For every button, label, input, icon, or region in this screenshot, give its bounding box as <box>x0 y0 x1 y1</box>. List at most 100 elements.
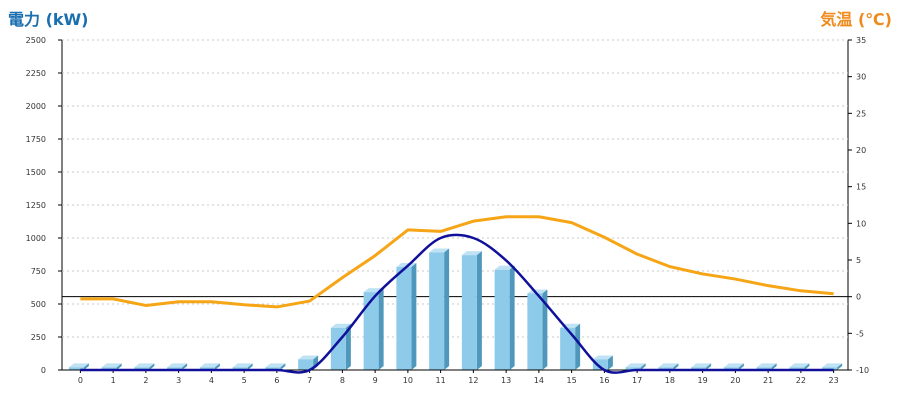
y-left-tick-label: 1750 <box>26 135 46 144</box>
bar-side <box>542 289 548 370</box>
bar-front <box>592 359 608 370</box>
bar-side <box>706 363 712 370</box>
bar-top <box>265 363 286 368</box>
bar-front <box>429 252 445 370</box>
bar-top <box>756 363 777 368</box>
bar-front <box>691 367 707 370</box>
bar <box>494 265 515 370</box>
bar-front <box>756 367 772 370</box>
bar-side <box>837 363 843 370</box>
bar-front <box>199 367 215 370</box>
x-tick-label: 10 <box>403 376 413 385</box>
bar-top <box>134 363 155 368</box>
x-tick-label: 16 <box>599 376 609 385</box>
y-left-tick-label: 2000 <box>26 102 46 111</box>
x-tick-label: 9 <box>373 376 378 385</box>
bar-side <box>444 248 450 370</box>
x-tick-label: 14 <box>534 376 544 385</box>
y-right-tick-label: 10 <box>856 219 866 228</box>
bar-top <box>330 323 351 328</box>
bar-top <box>461 251 482 256</box>
bar-top <box>298 355 319 360</box>
x-tick-label: 8 <box>340 376 345 385</box>
y-right-tick-label: 0 <box>856 293 861 302</box>
bar-front <box>461 255 477 370</box>
y-right-tick-label: 15 <box>856 183 866 192</box>
y-left-tick-label: 1000 <box>26 234 46 243</box>
x-tick-label: 6 <box>274 376 279 385</box>
bar-front <box>625 367 641 370</box>
y-left-tick-label: 2250 <box>26 69 46 78</box>
bar-front <box>527 293 543 370</box>
bar-front <box>723 367 739 370</box>
bar-front <box>363 292 379 370</box>
x-tick-label: 19 <box>698 376 708 385</box>
bar-front <box>68 367 84 370</box>
y-left-tick-label: 250 <box>31 333 46 342</box>
x-tick-label: 7 <box>307 376 312 385</box>
bar-front <box>822 367 838 370</box>
bar-side <box>116 363 122 370</box>
bar-side <box>83 363 89 370</box>
bar <box>396 263 417 370</box>
bar <box>265 363 286 370</box>
x-tick-label: 21 <box>763 376 773 385</box>
y-right-tick-label: 30 <box>856 73 866 82</box>
x-tick-label: 18 <box>665 376 675 385</box>
power-curve-line <box>80 233 834 374</box>
bar-side <box>378 288 384 370</box>
bar-top <box>723 363 744 368</box>
bar <box>658 363 679 370</box>
bar-side <box>640 363 646 370</box>
bar-top <box>494 265 515 270</box>
bar-front <box>396 267 412 370</box>
bar <box>789 363 810 370</box>
x-tick-label: 13 <box>501 376 511 385</box>
x-tick-label: 11 <box>436 376 446 385</box>
x-tick-label: 1 <box>111 376 116 385</box>
bar-top <box>167 363 188 368</box>
bar <box>822 363 843 370</box>
bar-side <box>214 363 220 370</box>
bar <box>363 288 384 370</box>
y-right-tick-label: 25 <box>856 109 866 118</box>
y-right-tick-label: -10 <box>856 366 869 375</box>
bar-top <box>625 363 646 368</box>
y-axis-right-title: 気温 (℃) <box>820 10 892 29</box>
bar-top <box>592 355 613 360</box>
bar-top <box>232 363 253 368</box>
x-tick-label: 22 <box>796 376 806 385</box>
bar <box>101 363 122 370</box>
y-right-tick-label: 5 <box>856 256 861 265</box>
x-tick-label: 5 <box>242 376 247 385</box>
bar-side <box>738 363 744 370</box>
bar-top <box>68 363 89 368</box>
bar-top <box>199 363 220 368</box>
y-left-tick-label: 500 <box>31 300 46 309</box>
x-tick-label: 3 <box>176 376 181 385</box>
bar-side <box>673 363 679 370</box>
bar-side <box>149 363 155 370</box>
bar-top <box>822 363 843 368</box>
bar-top <box>429 248 450 253</box>
y-left-tick-label: 750 <box>31 267 46 276</box>
bar <box>68 363 89 370</box>
bar-front <box>232 367 248 370</box>
x-tick-label: 4 <box>209 376 214 385</box>
bar <box>461 251 482 370</box>
bar-front <box>167 367 183 370</box>
bar-side <box>607 355 613 370</box>
y-right-tick-label: -5 <box>856 329 864 338</box>
bar-front <box>134 367 150 370</box>
bar-front <box>494 269 510 370</box>
bar <box>232 363 253 370</box>
y-left-tick-label: 1500 <box>26 168 46 177</box>
y-left-tick-label: 2500 <box>26 36 46 45</box>
bar-side <box>345 323 351 370</box>
bar <box>199 363 220 370</box>
temperature-line <box>80 215 834 309</box>
x-tick-label: 2 <box>143 376 148 385</box>
bar-front <box>658 367 674 370</box>
bar-front <box>101 367 117 370</box>
bar-side <box>509 265 515 370</box>
